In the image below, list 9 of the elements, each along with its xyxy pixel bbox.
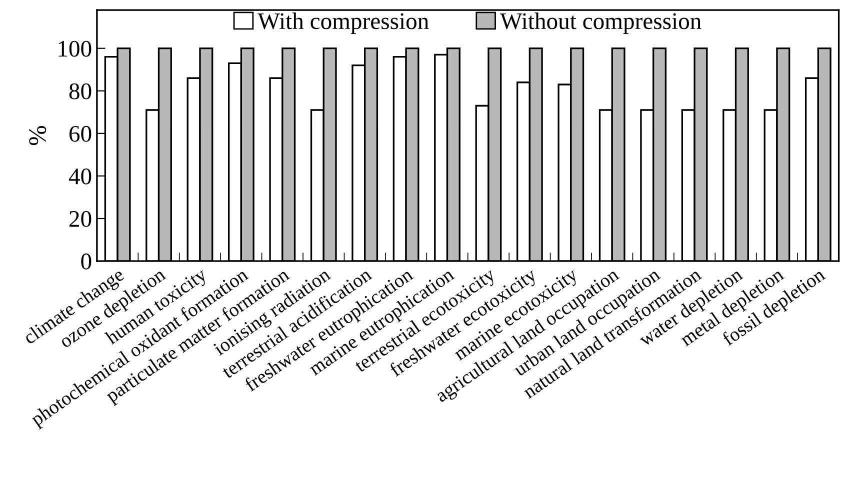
y-tick-label: 60 <box>69 126 92 142</box>
legend-label: With compression <box>258 12 429 34</box>
y-tick-label: 100 <box>58 40 92 57</box>
y-tick-label: 0 <box>81 254 92 270</box>
y-axis-title: % <box>29 126 46 146</box>
y-tick-label: 20 <box>70 210 92 227</box>
legend-label: Without compression <box>500 12 702 34</box>
y-tick-label: 80 <box>69 83 92 100</box>
y-tick-label: 40 <box>68 168 92 184</box>
